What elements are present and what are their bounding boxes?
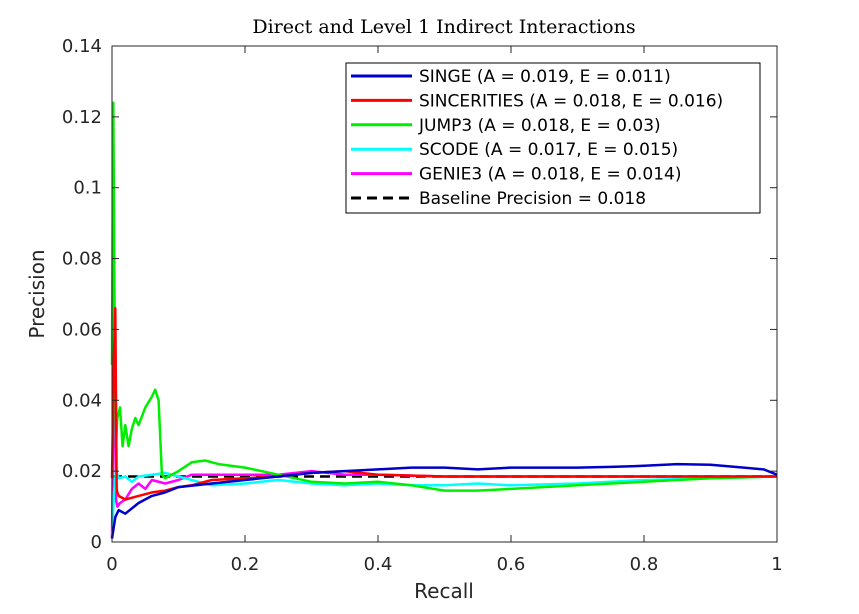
plot-frame — [111, 45, 778, 543]
x-tick-label: 0.6 — [497, 554, 526, 575]
y-tick-label: 0.1 — [73, 178, 102, 199]
axes-layer: 0 0.2 0.4 0.6 0.8 1 0 0.02 0.04 0.06 0.08 0.1 0.12 0.… — [62, 36, 783, 575]
y-tick-label: 0.08 — [62, 249, 102, 270]
legend: SINGE (A = 0.019, E = 0.011) SINCERITIES … — [345, 62, 761, 214]
y-axis-label: Precision — [25, 249, 49, 338]
y-tick-label: 0.12 — [62, 107, 102, 128]
legend-label-4: GENIE3 (A = 0.018, E = 0.014) — [419, 165, 682, 185]
legend-label-2: JUMP3 (A = 0.018, E = 0.03) — [418, 116, 661, 136]
y-tick-label: 0.14 — [62, 36, 102, 57]
y-tick-label: 0.04 — [62, 390, 102, 411]
series-line-2 — [110, 101, 778, 492]
chart-title: Direct and Level 1 Indirect Interactions — [252, 16, 635, 38]
y-tick-label: 0.06 — [62, 319, 102, 340]
y-tick-label: 0.02 — [62, 461, 102, 482]
x-tick-label: 0 — [106, 554, 117, 575]
legend-label-0: SINGE (A = 0.019, E = 0.011) — [419, 67, 671, 87]
x-tick-label: 0.2 — [231, 554, 260, 575]
legend-label-3: SCODE (A = 0.017, E = 0.015) — [419, 140, 678, 160]
x-axis-label: Recall — [414, 579, 474, 603]
x-tick-label: 1 — [771, 554, 782, 575]
series-layer — [110, 101, 778, 539]
x-tick-label: 0.4 — [364, 554, 393, 575]
legend-box — [345, 62, 761, 214]
series-line-1 — [110, 306, 777, 501]
legend-label-1: SINCERITIES (A = 0.018, E = 0.016) — [419, 91, 723, 111]
series-line-0 — [110, 462, 778, 539]
series-line-3 — [110, 469, 778, 539]
legend-label-5: Baseline Precision = 0.018 — [419, 189, 646, 209]
y-tick-label: 0 — [91, 532, 102, 553]
x-tick-label: 0.8 — [630, 554, 659, 575]
